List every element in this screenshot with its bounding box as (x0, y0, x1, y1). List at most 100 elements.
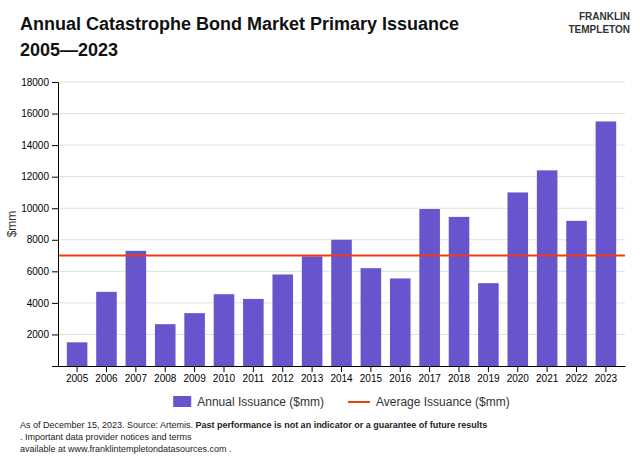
x-tick-label: 2011 (243, 373, 265, 384)
bar (596, 121, 617, 366)
y-tick-mark (52, 334, 58, 335)
x-tick-label: 2022 (565, 373, 588, 384)
legend-swatch (173, 396, 191, 407)
x-tick-mark (165, 366, 166, 372)
y-tick-label: 2000 (27, 329, 50, 340)
x-tick: 2006 (95, 366, 118, 384)
x-tick: 2011 (243, 366, 265, 384)
x-tick: 2021 (536, 366, 559, 384)
x-tick-label: 2015 (360, 373, 383, 384)
y-axis-title: $mm (5, 211, 19, 238)
y-tick-mark (52, 240, 58, 241)
bar (214, 294, 235, 366)
bar (449, 217, 470, 366)
y-tick-label: 14000 (21, 140, 49, 151)
x-tick-label: 2006 (95, 373, 118, 384)
y-tick-label: 6000 (27, 266, 50, 277)
x-tick: 2015 (360, 366, 383, 384)
y-tick: 18000 (21, 77, 58, 88)
x-tick-label: 2020 (507, 373, 530, 384)
legend-label: Average Issuance ($mm) (376, 395, 510, 409)
x-tick-label: 2013 (301, 373, 324, 384)
x-tick-mark (576, 366, 577, 372)
x-tick-mark (77, 366, 78, 372)
branding: FRANKLIN (579, 11, 630, 22)
y-tick-mark (52, 303, 58, 304)
x-tick-mark (194, 366, 195, 372)
plot-area (58, 121, 625, 366)
x-tick: 2017 (419, 366, 442, 384)
x-tick: 2005 (66, 366, 89, 384)
x-tick: 2008 (154, 366, 177, 384)
bar (566, 221, 587, 366)
y-tick: 8000 (27, 234, 58, 245)
legend-item: Annual Issuance ($mm) (173, 395, 324, 409)
y-tick-label: 18000 (21, 77, 49, 88)
bar (96, 292, 117, 366)
y-tick-mark (52, 208, 58, 209)
chart: 2000 4000 6000 8000 10000 12000 14000 16000 1800… (0, 0, 640, 474)
legend-item: Average Issuance ($mm) (348, 395, 510, 409)
bar (361, 268, 382, 366)
y-tick-mark (52, 271, 58, 272)
y-tick-label: 4000 (27, 298, 50, 309)
x-tick-mark (135, 366, 136, 372)
x-tick-mark (517, 366, 518, 372)
y-tick: 2000 (27, 329, 58, 340)
x-tick-mark (106, 366, 107, 372)
legend-label: Annual Issuance ($mm) (197, 395, 324, 409)
grid-line (58, 113, 625, 114)
y-tick-mark (52, 82, 58, 83)
bar (390, 278, 411, 366)
bar (126, 251, 147, 366)
x-tick-mark (605, 366, 606, 372)
y-tick: 4000 (27, 298, 58, 309)
footnote-part: As of December 15, 2023. Source: Artemis… (20, 420, 196, 430)
x-tick-label: 2018 (448, 373, 471, 384)
x-tick-label: 2012 (272, 373, 295, 384)
y-tick-label: 10000 (21, 203, 49, 214)
x-tick-label: 2019 (477, 373, 500, 384)
legend: Annual Issuance ($mm) Average Issuance ($… (173, 395, 510, 409)
x-tick-label: 2009 (183, 373, 206, 384)
x-tick-label: 2016 (389, 373, 412, 384)
x-tick: 2020 (507, 366, 530, 384)
x-tick-label: 2005 (66, 373, 89, 384)
average-line (58, 255, 625, 257)
y-tick-mark (52, 177, 58, 178)
y-tick-label: 12000 (21, 171, 49, 182)
x-tick-mark (370, 366, 371, 372)
grid-line (58, 145, 625, 146)
x-tick: 2010 (213, 366, 236, 384)
x-tick: 2014 (330, 366, 353, 384)
x-tick: 2012 (272, 366, 295, 384)
subtitle: 2005—2023 (20, 40, 118, 60)
x-tick-label: 2017 (419, 373, 442, 384)
y-tick: 14000 (21, 140, 58, 151)
footnote: available at www.franklintempletondataso… (20, 444, 232, 454)
x-tick-label: 2007 (125, 373, 148, 384)
bar (67, 342, 88, 366)
x-axis: 2005 2006 2007 2008 2009 2010 2011 2012 2013 2014… (59, 366, 626, 384)
y-tick-mark (52, 114, 58, 115)
x-tick: 2019 (477, 366, 500, 384)
footnote: As of December 15, 2023. Source: Artemis… (20, 420, 487, 442)
bar (272, 274, 293, 366)
x-tick-mark (488, 366, 489, 372)
x-tick-mark (282, 366, 283, 372)
y-tick-label: 16000 (21, 108, 49, 119)
x-tick: 2022 (565, 366, 588, 384)
x-tick-mark (312, 366, 313, 372)
grid-line (58, 82, 625, 83)
x-tick-mark (400, 366, 401, 372)
x-tick-mark (253, 366, 254, 372)
branding: TEMPLETON (569, 24, 630, 35)
bar (478, 283, 499, 366)
x-tick: 2016 (389, 366, 412, 384)
bar (331, 240, 352, 366)
x-tick-mark (223, 366, 224, 372)
y-axis: 2000 4000 6000 8000 10000 12000 14000 16000 1800… (21, 77, 58, 367)
y-tick-label: 8000 (27, 234, 50, 245)
y-tick: 6000 (27, 266, 58, 277)
x-tick: 2009 (183, 366, 206, 384)
